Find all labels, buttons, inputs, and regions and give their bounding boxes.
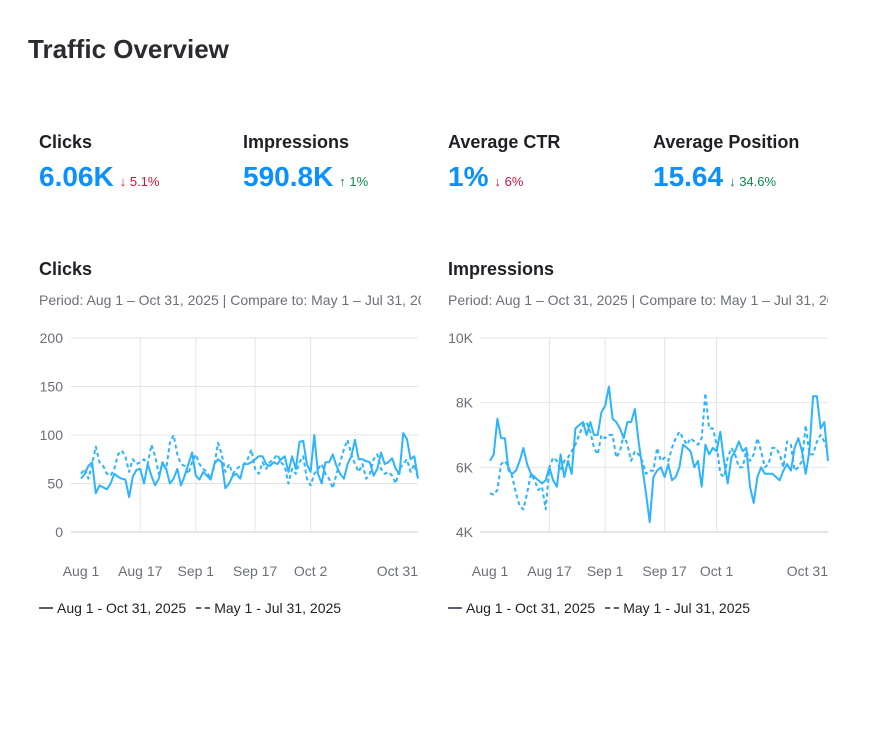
y-tick-label: 0 — [55, 524, 63, 540]
kpi-impressions: Impressions 590.8K ↑ 1% — [243, 132, 368, 193]
x-tick-label: Oct 31 — [377, 563, 418, 579]
kpi-label: Impressions — [243, 132, 350, 152]
series-line-previous — [80, 434, 419, 490]
page-title: Traffic Overview — [28, 34, 229, 64]
y-tick-label: 50 — [47, 476, 63, 492]
x-tick-label: Aug 1 — [472, 563, 509, 579]
chart-title-impressions: Impressions — [448, 259, 555, 279]
y-tick-label: 8K — [456, 395, 474, 411]
clicks-chart: 0 50 100 150 200 Aug 1 Aug 17 Sep 1 Sep 17 Oct 2 O… — [40, 330, 419, 579]
kpi-clicks: Clicks 6.06K ↓ 5.1% — [39, 132, 159, 193]
legend-item-current[interactable]: Aug 1 - Oct 31, 2025 — [57, 600, 187, 616]
kpi-label: Average CTR — [448, 132, 561, 152]
x-tick-label: Aug 1 — [63, 563, 100, 579]
kpi-delta: ↓ 5.1% — [120, 174, 160, 189]
kpi-label: Clicks — [39, 132, 93, 152]
series-line-current — [489, 385, 829, 524]
kpi-delta: ↓ 6% — [494, 174, 523, 189]
series-line-previous — [489, 392, 829, 511]
arrow-down-icon: ↓ — [494, 174, 501, 189]
y-tick-label: 10K — [448, 330, 474, 346]
impressions-legend: Aug 1 - Oct 31, 2025 May 1 - Jul 31, 202… — [448, 600, 750, 616]
kpi-label: Average Position — [653, 132, 800, 152]
delta-value: 5.1% — [129, 174, 160, 189]
y-tick-label: 150 — [40, 379, 64, 395]
x-tick-label: Oct 1 — [700, 563, 734, 579]
kpi-value: 1% — [448, 161, 489, 192]
legend-item-current[interactable]: Aug 1 - Oct 31, 2025 — [466, 600, 596, 616]
y-tick-label: 6K — [456, 459, 474, 475]
y-tick-label: 100 — [40, 427, 64, 443]
clicks-legend: Aug 1 - Oct 31, 2025 May 1 - Jul 31, 202… — [39, 600, 341, 616]
chart-title-clicks: Clicks — [39, 259, 93, 279]
arrow-down-icon: ↓ — [729, 174, 736, 189]
solid-line-swatch-icon — [39, 607, 53, 609]
arrow-up-icon: ↑ — [339, 174, 346, 189]
chart-subtitle-impressions: Period: Aug 1 – Oct 31, 2025 | Compare t… — [448, 292, 828, 308]
solid-line-swatch-icon — [448, 607, 462, 609]
kpi-delta: ↑ 1% — [339, 174, 368, 189]
dashed-line-swatch-icon — [605, 607, 620, 609]
x-tick-label: Sep 1 — [178, 563, 215, 579]
delta-value: 6% — [504, 174, 524, 189]
y-tick-label: 200 — [40, 330, 64, 346]
x-tick-label: Aug 17 — [118, 563, 163, 579]
y-tick-label: 4K — [456, 524, 474, 540]
legend-item-previous[interactable]: May 1 - Jul 31, 2025 — [623, 600, 751, 616]
kpi-value: 15.64 — [653, 161, 724, 192]
x-tick-label: Sep 17 — [233, 563, 278, 579]
dashed-line-swatch-icon — [196, 607, 211, 609]
kpi-average-ctr: Average CTR 1% ↓ 6% — [448, 132, 560, 193]
kpi-delta: ↓ 34.6% — [729, 174, 776, 189]
arrow-down-icon: ↓ — [119, 174, 127, 189]
kpi-average-position: Average Position 15.64 ↓ 34.6% — [653, 132, 799, 193]
x-tick-label: Oct 31 — [787, 563, 828, 579]
chart-subtitle-clicks: Period: Aug 1 – Oct 31, 2025 | Compare t… — [39, 292, 421, 308]
x-tick-label: Oct 2 — [294, 563, 328, 579]
kpi-value: 590.8K — [243, 161, 334, 192]
x-tick-label: Aug 17 — [527, 563, 572, 579]
delta-value: 34.6% — [739, 174, 777, 189]
legend-item-previous[interactable]: May 1 - Jul 31, 2025 — [214, 600, 342, 616]
series-line-current — [80, 432, 419, 499]
impressions-chart: 4K 6K 8K 10K Aug 1 Aug 17 Sep 1 Sep 17 Oct 1 Oct … — [448, 330, 829, 579]
delta-value: 1% — [349, 174, 369, 189]
x-tick-label: Sep 1 — [587, 563, 624, 579]
x-tick-label: Sep 17 — [642, 563, 687, 579]
kpi-value: 6.06K — [39, 161, 114, 192]
